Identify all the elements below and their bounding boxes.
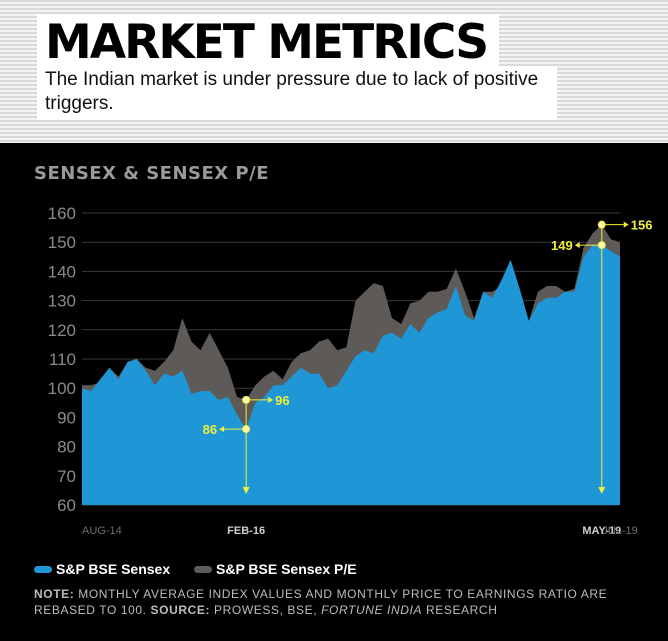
y-tick-label: 130 (48, 292, 76, 311)
chart-title: SENSEX & SENSEX P/E (34, 163, 269, 184)
series-area-sensex (82, 245, 620, 505)
annotation-arrow (574, 242, 580, 249)
source-text: PROWESS, BSE, (210, 603, 322, 617)
x-tick-label: MAY-19 (582, 525, 621, 537)
annotation-arrow-down (598, 487, 606, 494)
page-title: MARKET METRICS (45, 15, 489, 70)
y-tick-label: 150 (48, 233, 76, 252)
y-tick-label: 140 (48, 262, 76, 281)
annotation-point (597, 241, 606, 250)
chart-panel: SENSEX & SENSEX P/E 60 70 80 90 100 110 120 130… (0, 143, 668, 641)
annotation-label: 149 (551, 238, 573, 253)
annotation-arrow-down (242, 487, 250, 494)
note-text: MONTHLY AVERAGE INDEX VALUES AND MONTHLY… (34, 587, 608, 617)
y-tick-label: 80 (57, 438, 76, 457)
y-tick-label: 110 (49, 350, 76, 369)
source-italic: FORTUNE INDIA (321, 603, 423, 617)
legend-item-sensex: S&P BSE Sensex (34, 561, 170, 577)
annotation-arrow (623, 221, 629, 228)
source-label: SOURCE: (150, 603, 211, 617)
legend-swatch-sensex (34, 565, 52, 573)
legend-swatch-pe (194, 565, 212, 573)
annotation-label: 86 (203, 422, 217, 437)
header-banner: MARKET METRICS The Indian market is unde… (0, 0, 668, 143)
page-subtitle: The Indian market is under pressure due … (45, 69, 539, 114)
y-tick-label: 70 (57, 467, 76, 486)
legend-item-pe: S&P BSE Sensex P/E (194, 561, 357, 577)
legend-label-pe: S&P BSE Sensex P/E (216, 561, 357, 577)
x-tick-label: FEB-16 (227, 525, 265, 537)
y-tick-label: 160 (48, 204, 76, 223)
annotation-point (242, 395, 251, 404)
y-tick-label: 90 (57, 408, 76, 427)
annotation-point (242, 425, 251, 434)
annotation-arrow (219, 426, 225, 433)
x-tick-label: AUG-14 (82, 525, 122, 537)
source-end: RESEARCH (422, 603, 498, 617)
y-tick-label: 120 (48, 321, 76, 340)
subtitle-box: The Indian market is under pressure due … (37, 66, 557, 120)
annotation-arrow (268, 396, 274, 403)
y-tick-label: 60 (57, 496, 76, 515)
annotation-label: 156 (631, 218, 653, 233)
x-tick-label: JUL-19 (602, 525, 637, 537)
legend-label-sensex: S&P BSE Sensex (56, 561, 171, 577)
title-box: MARKET METRICS (37, 14, 500, 72)
y-tick-label: 100 (48, 379, 76, 398)
chart-note: NOTE: MONTHLY AVERAGE INDEX VALUES AND M… (34, 586, 654, 618)
annotation-label: 96 (275, 393, 289, 408)
note-label: NOTE: (34, 587, 75, 601)
area-chart: 60 70 80 90 100 110 120 130 140 150 160 AUG-14 FEB-1… (48, 204, 653, 537)
annotation-point (597, 220, 606, 229)
